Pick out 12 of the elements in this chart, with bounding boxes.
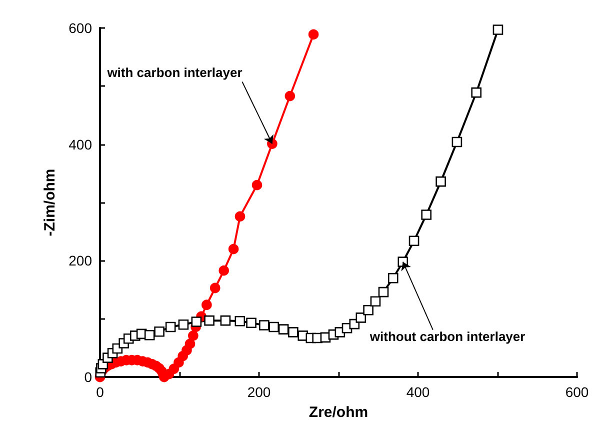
x-tick-label: 600 <box>565 384 589 400</box>
x-tick-label: 0 <box>96 384 104 400</box>
y-tick-label: 400 <box>68 136 92 152</box>
x-axis-title: Zre/ohm <box>308 404 368 421</box>
y-tick-label: 0 <box>84 369 92 385</box>
y-tick-label: 600 <box>68 20 92 36</box>
annotation: with carbon interlayer <box>106 64 242 80</box>
annotation: without carbon interlayer <box>368 328 526 344</box>
x-tick-label: 200 <box>247 384 271 400</box>
y-axis-title: -Zim/ohm <box>42 168 59 236</box>
y-tick-label: 200 <box>68 252 92 269</box>
x-tick-label: 400 <box>406 384 430 400</box>
